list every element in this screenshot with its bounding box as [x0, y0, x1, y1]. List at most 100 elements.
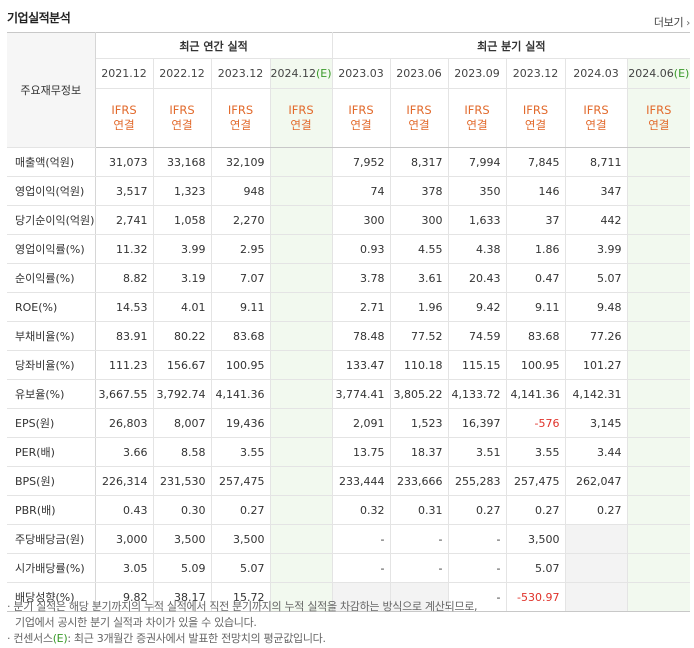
ifrs-label: IFRS 연결: [211, 88, 271, 148]
table-cell: 3.61: [390, 263, 449, 293]
table-cell: 133.47: [331, 350, 391, 380]
table-cell: [270, 321, 333, 351]
table-cell: [390, 582, 449, 612]
table-cell: 33,168: [153, 147, 212, 177]
table-cell: 3.55: [506, 437, 566, 467]
table-cell: 347: [565, 176, 628, 206]
table-cell: 4.55: [390, 234, 449, 264]
ifrs-text: IFRS: [583, 103, 609, 117]
table-cell: 378: [390, 176, 449, 206]
table-cell: 4.01: [153, 292, 212, 322]
row-label: ROE(%): [7, 292, 96, 322]
table-cell: [627, 205, 691, 235]
table-cell: 4,141.36: [506, 379, 566, 409]
table-row: EPS(원) 26,803 8,007 19,436 2,091 1,523 16,397-…: [7, 408, 691, 438]
ifrs-text: IFRS: [169, 103, 195, 117]
table-cell: 5.07: [211, 553, 271, 583]
more-label: 더보기: [653, 16, 684, 29]
table-cell: 77.52: [390, 321, 449, 351]
table-cell: [270, 553, 333, 583]
table-row: 매출액(억원) 31,073 33,168 32,109 7,952 8,317 7,994…: [7, 147, 691, 177]
table-cell: 7.07: [211, 263, 271, 293]
row-label: 당좌비율(%): [7, 350, 96, 380]
period-label: 2023.09: [454, 67, 500, 80]
table-cell: [627, 553, 691, 583]
table-cell: 8,711: [565, 147, 628, 177]
row-label: 주당배당금(원): [7, 524, 96, 554]
period-label: 2023.12: [217, 67, 264, 80]
table-cell: 111.23: [95, 350, 154, 380]
table-cell: 3.66: [95, 437, 154, 467]
table-cell: [270, 234, 333, 264]
estimate-marker: (E): [52, 632, 68, 645]
estimate-marker: (E): [316, 67, 332, 80]
table-cell: 74.59: [448, 321, 507, 351]
ifrs-text: IFRS: [111, 103, 137, 117]
table-cell: -: [390, 553, 449, 583]
period-header: 2024.06(E): [627, 58, 691, 89]
table-cell: 9.11: [211, 292, 271, 322]
table-cell: 350: [448, 176, 507, 206]
ifrs-label: IFRS 연결: [270, 88, 333, 148]
table-cell: 101.27: [565, 350, 628, 380]
period-label: 2022.12: [159, 67, 205, 80]
table-cell: 100.95: [211, 350, 271, 380]
ifrs-text: IFRS: [288, 103, 314, 117]
ifrs-label: IFRS 연결: [390, 88, 449, 148]
period-header: 2021.12: [95, 58, 154, 89]
row-label: 시가배당률(%): [7, 553, 96, 583]
table-cell: [565, 553, 628, 583]
more-link[interactable]: 더보기 ›: [654, 14, 690, 30]
table-cell: [627, 495, 691, 525]
table-cell: 3.55: [211, 437, 271, 467]
table-row: 부채비율(%) 83.91 80.22 83.68 78.48 77.52 74.59 83.…: [7, 321, 691, 351]
ifrs-text: IFRS: [464, 103, 490, 117]
table-cell: 3,774.41: [331, 379, 391, 409]
table-cell: 3.44: [565, 437, 628, 467]
period-header: 2024.12(E): [270, 58, 333, 89]
table-cell: 16,397: [448, 408, 507, 438]
ifrs-header-row: IFRS 연결 IFRS 연결 IFRS 연결 IFRS 연결 IFRS 연결 IFRS 연결 IFRS…: [7, 88, 691, 148]
estimate-marker: (E): [673, 67, 690, 80]
group-header-row: 주요재무정보 최근 연간 실적 최근 분기 실적: [7, 32, 691, 148]
table-cell: 80.22: [153, 321, 212, 351]
consolidated-text: 연결: [113, 118, 135, 132]
table-cell: -: [331, 524, 391, 554]
table-cell: 257,475: [506, 466, 566, 496]
table-cell: 0.27: [565, 495, 628, 525]
table-cell: 9.48: [565, 292, 628, 322]
table-cell: 0.93: [331, 234, 391, 264]
table-cell: 4,142.31: [565, 379, 628, 409]
table-cell: 78.48: [331, 321, 391, 351]
ifrs-text: IFRS: [522, 103, 549, 117]
table-cell: 0.27: [448, 495, 507, 525]
ifrs-label: IFRS 연결: [95, 88, 154, 148]
table-cell: 1,058: [153, 205, 212, 235]
table-cell: 4.38: [448, 234, 507, 264]
table-cell: -576: [506, 408, 566, 438]
table-cell: [270, 263, 333, 293]
table-row: ROE(%) 14.53 4.01 9.11 2.71 1.96 9.42 9.11 9.48: [7, 292, 691, 322]
consolidated-text: 연결: [290, 118, 312, 132]
consolidated-text: 연결: [171, 118, 193, 132]
table-cell: 3,500: [211, 524, 271, 554]
row-label: 배당성향(%): [7, 582, 96, 612]
table-cell: 948: [211, 176, 271, 206]
ifrs-label: IFRS 연결: [331, 88, 391, 148]
table-cell: -530.97: [506, 582, 566, 612]
table-row: 당기순이익(억원) 2,741 1,058 2,270 300 300 1,633 37 442: [7, 205, 691, 235]
table-row: PBR(배) 0.43 0.30 0.27 0.32 0.31 0.27 0.27 0.27: [7, 495, 691, 525]
table-cell: [565, 524, 628, 554]
footnote-2-term: 컨센서스: [13, 632, 53, 645]
table-cell: 1.96: [390, 292, 449, 322]
row-label: PBR(배): [7, 495, 96, 525]
table-cell: [627, 582, 691, 612]
table-cell: [627, 437, 691, 467]
table-cell: [270, 205, 333, 235]
table-cell: 15.72: [211, 582, 271, 612]
table-cell: 3.78: [331, 263, 391, 293]
ifrs-label: IFRS 연결: [627, 88, 691, 148]
table-cell: 3.51: [448, 437, 507, 467]
corner-header: 주요재무정보: [7, 32, 96, 148]
consolidated-text: 연결: [350, 118, 372, 132]
